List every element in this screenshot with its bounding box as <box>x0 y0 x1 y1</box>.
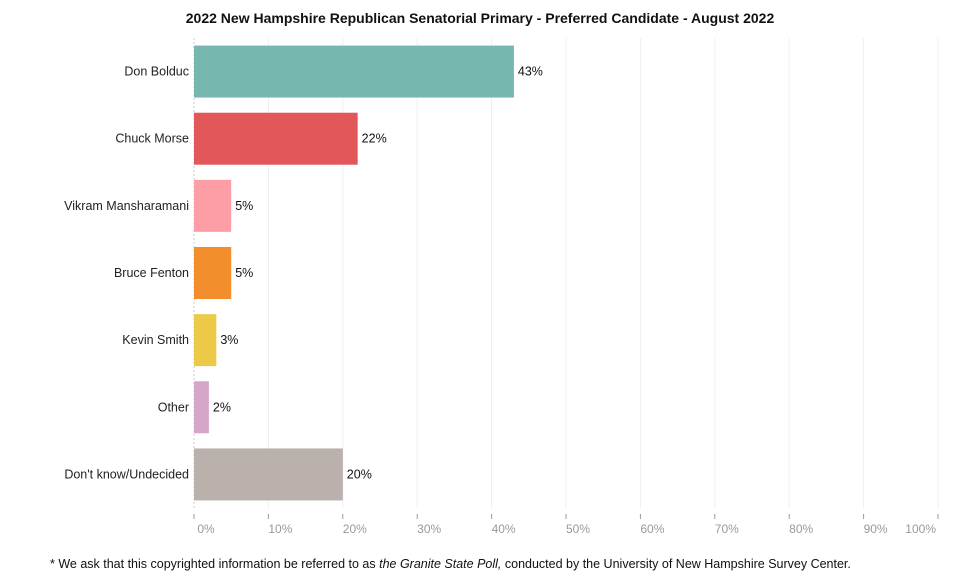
data-label: 43% <box>518 65 543 79</box>
x-tick-label: 0% <box>197 522 215 536</box>
category-label: Chuck Morse <box>115 132 189 146</box>
data-label: 22% <box>362 132 387 146</box>
bar-0 <box>194 45 514 98</box>
category-label: Bruce Fenton <box>114 266 189 280</box>
category-label: Other <box>158 400 189 414</box>
x-tick-label: 90% <box>864 522 888 536</box>
data-label: 20% <box>347 467 372 481</box>
footnote-italic: the Granite State Poll, <box>379 557 502 571</box>
bar-6 <box>194 448 343 501</box>
x-tick-label: 40% <box>492 522 516 536</box>
footnote-prefix: * We ask that this copyrighted informati… <box>50 557 380 571</box>
x-tick-label: 60% <box>640 522 664 536</box>
category-label: Vikram Mansharamani <box>64 199 189 213</box>
x-tick-label: 20% <box>343 522 367 536</box>
x-tick-label: 50% <box>566 522 590 536</box>
footnote: * We ask that this copyrighted informati… <box>50 557 851 571</box>
data-label: 5% <box>235 199 253 213</box>
bar-4 <box>194 314 217 367</box>
x-tick-label: 70% <box>715 522 739 536</box>
category-label: Don Bolduc <box>124 65 189 79</box>
x-tick-label: 100% <box>905 522 936 536</box>
bar-2 <box>194 179 232 232</box>
bar-3 <box>194 247 232 299</box>
bar-1 <box>194 112 358 165</box>
x-tick-label: 80% <box>789 522 813 536</box>
category-label: Kevin Smith <box>122 333 189 347</box>
category-label: Don't know/Undecided <box>64 467 189 481</box>
x-tick-label: 10% <box>268 522 292 536</box>
data-label: 2% <box>213 400 231 414</box>
data-label: 5% <box>235 266 253 280</box>
footnote-suffix: conducted by the University of New Hamps… <box>501 557 851 571</box>
data-label: 3% <box>220 333 238 347</box>
bar-5 <box>194 381 209 434</box>
x-tick-label: 30% <box>417 522 441 536</box>
chart-title: 2022 New Hampshire Republican Senatorial… <box>185 10 775 26</box>
